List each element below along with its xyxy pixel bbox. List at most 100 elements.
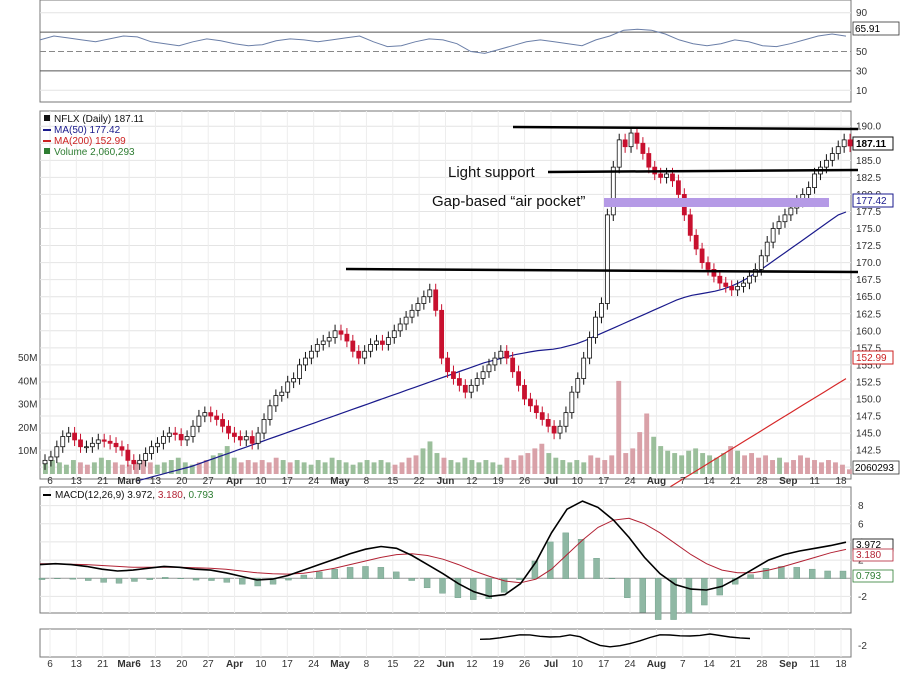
volume-bar [812,460,817,474]
date-tick-label: 17 [282,476,294,487]
macd-tag-text: 3.972 [856,540,881,551]
volume-bar [63,464,69,474]
date-tick-label: 12 [466,476,478,487]
date-tick-label: 18 [835,476,847,487]
date-tick-label: May [330,476,350,487]
date-tick-label: 13 [150,476,162,487]
macd-histogram-bar [624,578,631,598]
volume-bar [707,455,713,474]
candle-body [569,391,575,414]
date-tick-label: 27 [203,476,215,487]
volume-bar [273,457,279,474]
volume-bar [560,460,566,474]
volume-bar [525,453,531,474]
date-tick-label: 17 [282,659,294,670]
candle-body [190,425,196,437]
candle-body [273,395,279,407]
price-tick-label: 142.5 [856,446,881,457]
volume-bar [343,462,349,474]
candle-body [403,316,409,325]
volume-bar [203,460,209,474]
date-tick-label: 17 [598,659,610,670]
volume-bar [721,453,727,474]
date-tick-label: 24 [625,476,637,487]
macd-histogram-bar [470,578,477,600]
candle-body [599,303,604,318]
candle-body [308,350,314,359]
candle-body [113,442,119,448]
last-price-text: 187.11 [856,139,886,150]
volume-bar [175,457,181,474]
volume-tick-label: 40M [18,376,37,387]
macd-histogram-bar [408,578,415,581]
volume-bar [588,455,594,474]
candle-body [66,432,72,437]
volume-bar [154,464,160,474]
macd-histogram-bar [531,560,539,579]
volume-bar [784,462,789,474]
candle-body [581,357,587,379]
candle-body [747,275,752,284]
candle-body [616,139,622,168]
date-tick-label: 22 [414,476,426,487]
volume-bar [119,464,125,474]
volume-bar [567,462,573,474]
candle-body [279,391,285,396]
candle-body [758,255,764,270]
volume-bar [630,448,636,474]
ma200-tag-text: 152.99 [856,353,887,364]
macd-histogram-bar [762,568,770,579]
candle-body [237,436,243,441]
volume-bar [231,457,237,474]
candle-body [131,459,137,465]
date-tick-label: 11 [809,476,820,487]
volume-bar [210,455,216,474]
candle-body [628,132,634,148]
candle-body [166,432,172,437]
price-tick-label: 150.0 [856,394,881,405]
volume-bar [147,462,153,474]
support-line-166 [345,267,859,274]
date-tick-label: 26 [519,476,531,487]
volume-bar [455,462,461,474]
price-tick-label: 170.0 [856,258,881,269]
date-tick-label: 20 [176,476,188,487]
volume-bar [637,432,643,474]
date-tick-label: 8 [364,476,370,487]
volume-bar [469,460,475,474]
volume-bar [735,450,741,474]
hist-tag [852,569,894,583]
date-tick-label: 11 [809,659,820,670]
candle-body [462,384,468,393]
macd-histogram-bar [654,578,662,620]
candle-body [261,419,267,434]
candle-body [841,139,847,148]
date-axis-bottom: 6 13 21 Mar6 13 20 27 Apr 10 17 24 May 8 15 22 Jun 12 19 2… [47,659,847,670]
candle-body [705,262,711,270]
volume-bar [770,460,775,474]
candle-body [664,173,669,178]
date-tick-label: 14 [704,659,716,670]
volume-bar [749,453,755,474]
volume-bar [350,464,356,474]
date-tick-label: May [330,659,350,670]
volume-bar [434,453,440,474]
volume-bar [539,443,545,474]
macd-histogram-bar [346,567,354,579]
candle-body [445,357,450,373]
candle-body [155,442,160,448]
candle-body [421,296,427,304]
volume-bar [581,462,587,474]
candle-body [409,309,415,318]
volume-bar [595,457,601,474]
last-price-tag [852,136,894,151]
candle-body [143,453,149,461]
rsi-panel: 9070503010 65.91 [39,0,900,103]
volume-bar [742,455,748,474]
volume-bar [252,462,258,474]
candle-body [835,146,841,154]
annotation-air-pocket: Gap-based “air pocket” [432,193,585,210]
candle-body [776,221,782,229]
legend-price-icon [44,115,50,121]
volume-bar [623,453,629,474]
